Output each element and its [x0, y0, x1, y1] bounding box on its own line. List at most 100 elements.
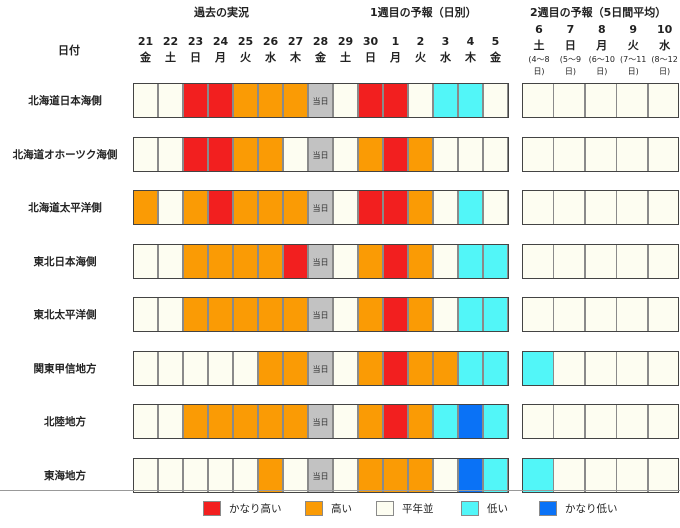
legend-swatch — [203, 500, 221, 516]
day-header: 21 金 — [133, 34, 158, 66]
week2-cell — [647, 350, 680, 386]
forecast-cell — [233, 350, 258, 386]
forecast-cell — [283, 136, 308, 172]
week2-cell — [647, 190, 680, 225]
weekday: 日 — [365, 51, 376, 64]
forecast-cell — [258, 404, 283, 439]
legend-swatch — [461, 500, 479, 516]
forecast-cell — [233, 136, 258, 172]
forecast-cell — [133, 404, 158, 439]
forecast-cell — [408, 297, 433, 332]
day-number: 24 — [212, 35, 229, 48]
legend-label: 高い — [331, 502, 352, 515]
day-number: 26 — [262, 35, 279, 48]
forecast-cell — [483, 136, 508, 172]
forecast-cell — [433, 404, 458, 439]
week2-cell — [522, 136, 554, 172]
week2-day-header: 7 日 (5～9日) — [554, 22, 586, 78]
week2-cell — [584, 297, 617, 332]
forecast-cell — [458, 404, 483, 439]
region-label: 北海道オホーツク海側 — [12, 148, 118, 161]
forecast-cell — [433, 297, 458, 332]
day-number: 3 — [441, 35, 450, 48]
week2-cell — [616, 404, 649, 439]
forecast-cell — [358, 190, 383, 225]
forecast-cell — [383, 457, 408, 493]
today-cell: 当日 — [308, 404, 333, 439]
week2-cell — [584, 457, 617, 493]
forecast-cell — [483, 190, 508, 225]
week2-cell — [584, 83, 617, 118]
forecast-cell — [383, 297, 408, 332]
weekday: 土 — [165, 51, 176, 64]
day-number: 5 — [491, 35, 500, 48]
weekday: 月 — [390, 51, 401, 64]
legend-label: 低い — [487, 502, 508, 515]
region-label: 東北日本海側 — [33, 255, 97, 268]
weekday: 金 — [140, 51, 151, 64]
today-cell: 当日 — [308, 136, 333, 172]
forecast-cell — [433, 243, 458, 279]
forecast-cell — [458, 350, 483, 386]
forecast-cell — [483, 404, 508, 439]
day-number: 2 — [416, 35, 425, 48]
week2-cell — [616, 243, 649, 279]
week2-cell — [522, 404, 554, 439]
forecast-cell — [383, 350, 408, 386]
legend-swatch — [305, 500, 323, 516]
day-header: 30 日 — [358, 34, 383, 66]
day-header: 22 土 — [158, 34, 183, 66]
forecast-cell — [383, 190, 408, 225]
forecast-cell — [233, 404, 258, 439]
weekday: 火 — [415, 51, 426, 64]
legend-swatch — [376, 500, 394, 516]
legend-item: かなり高い — [203, 499, 282, 517]
weekday: 水 — [265, 51, 276, 64]
forecast-cell — [433, 457, 458, 493]
week2-cell — [616, 457, 649, 493]
week2-cell — [647, 404, 680, 439]
forecast-cell — [258, 83, 283, 118]
period-range: (6～10日) — [588, 55, 615, 76]
weekday: 火 — [627, 39, 639, 52]
week2-cell — [584, 350, 617, 386]
week2-cell — [616, 136, 649, 172]
forecast-cell — [133, 83, 158, 118]
week2-cell — [553, 190, 586, 225]
forecast-cell — [383, 404, 408, 439]
region-label: 東北太平洋側 — [33, 309, 97, 321]
today-cell: 当日 — [308, 83, 333, 118]
week2-cell — [584, 243, 617, 279]
forecast-cell — [333, 350, 358, 386]
forecast-cell — [258, 457, 283, 493]
day-number: 25 — [237, 35, 254, 48]
week2-cell — [584, 190, 617, 225]
week2-cell — [647, 297, 680, 332]
forecast-cell — [333, 297, 358, 332]
forecast-cell — [333, 83, 358, 118]
today-cell: 当日 — [308, 190, 333, 225]
forecast-cell — [183, 136, 208, 172]
forecast-cell — [483, 457, 508, 493]
today-cell: 当日 — [308, 457, 333, 493]
day-number: 30 — [362, 35, 379, 48]
forecast-cell — [133, 136, 158, 172]
forecast-cell — [208, 136, 233, 172]
forecast-cell — [283, 190, 308, 225]
weekday: 月 — [596, 39, 608, 52]
week2-forecast-title: 2週目の予報（5日間平均） — [530, 6, 667, 19]
forecast-cell — [233, 457, 258, 493]
forecast-cell — [158, 457, 183, 493]
week2-cell — [553, 404, 586, 439]
week2-cell — [522, 297, 554, 332]
forecast-cell — [458, 297, 483, 332]
forecast-cell — [458, 83, 483, 118]
week2-cell — [553, 136, 586, 172]
forecast-cell — [358, 404, 383, 439]
day-number: 10 — [656, 23, 673, 36]
forecast-cell — [183, 243, 208, 279]
week2-cell — [553, 457, 586, 493]
forecast-cell — [483, 243, 508, 279]
